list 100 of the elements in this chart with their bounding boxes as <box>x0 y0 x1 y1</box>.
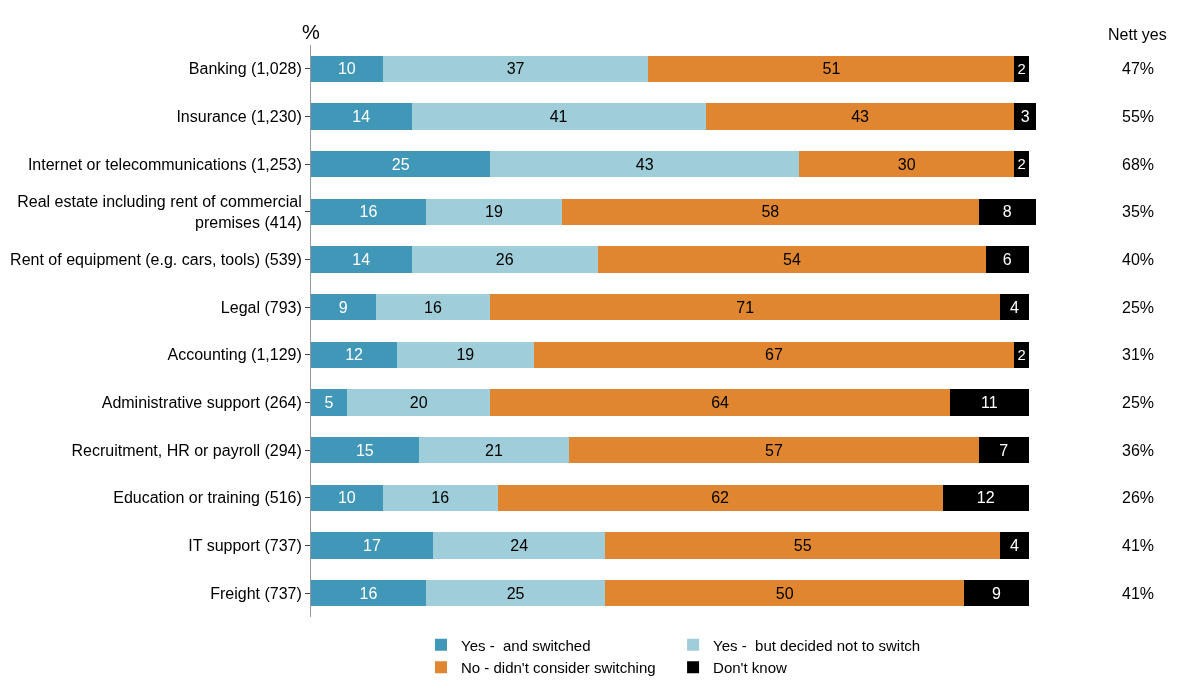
bar <box>1014 55 1029 82</box>
bar <box>397 341 534 368</box>
data-label: 43 <box>851 108 870 125</box>
y-tick-label: Education or training (516) <box>113 489 302 507</box>
data-label: 41 <box>549 108 568 125</box>
bar <box>382 55 649 82</box>
bar <box>978 198 1036 225</box>
text: 55% <box>1122 108 1155 125</box>
data-label: 11 <box>980 394 998 411</box>
data-label: 62 <box>711 489 730 507</box>
data-label: 14 <box>352 251 371 268</box>
data-label: 50 <box>775 584 794 602</box>
bar <box>605 532 1001 559</box>
data-label: 24 <box>510 537 529 554</box>
bar <box>311 151 491 178</box>
bar <box>311 580 426 607</box>
legend-label: No - didn't consider switching <box>461 659 656 677</box>
y-tick-label: Freight (737) <box>210 584 302 602</box>
data-label: 16 <box>359 203 378 221</box>
bar <box>311 389 347 416</box>
data-label: 8 <box>1002 203 1012 221</box>
bar <box>1014 341 1029 368</box>
bar <box>569 437 979 464</box>
bar <box>1014 103 1036 130</box>
data-label: 71 <box>736 298 755 316</box>
y-tick-label: Insurance (1,230) <box>176 108 302 126</box>
bar <box>311 198 426 225</box>
data-label: 16 <box>359 584 378 602</box>
data-label: 9 <box>992 584 1002 602</box>
bar <box>799 151 1015 178</box>
bar <box>382 484 498 511</box>
text: 68% <box>1122 156 1155 173</box>
bar <box>1014 151 1029 178</box>
data-label: 9 <box>338 298 348 316</box>
data-label: 10 <box>337 489 356 507</box>
text: 36% <box>1122 442 1155 459</box>
bar <box>311 532 434 559</box>
bar <box>964 580 1029 607</box>
data-label: 55 <box>793 537 812 554</box>
bar <box>425 198 563 225</box>
y-tick-label: Recruitment, HR or payroll (294) <box>71 441 302 459</box>
bar <box>985 246 1029 273</box>
x-axis-title: % <box>302 21 320 43</box>
bar <box>490 151 800 178</box>
data-label: 30 <box>897 155 916 173</box>
data-label: 7 <box>999 441 1009 459</box>
data-label: 3 <box>1020 108 1030 125</box>
bar <box>978 437 1029 464</box>
data-label: 16 <box>431 489 450 507</box>
text: 40% <box>1122 251 1155 268</box>
bar <box>648 55 1015 82</box>
text: 41% <box>1122 585 1155 602</box>
y-tick-label: IT support (737) <box>188 537 302 555</box>
data-label: 15 <box>355 441 374 459</box>
data-label: 26 <box>495 251 514 268</box>
data-label: 12 <box>345 346 364 364</box>
y-tick-label: Internet or telecommunications (1,253) <box>27 155 302 173</box>
y-tick-label: Rent of equipment (e.g. cars, tools) (539) <box>10 251 302 269</box>
bar <box>375 294 491 321</box>
y-tick-label: Administrative support (264) <box>101 394 302 412</box>
bar <box>346 389 491 416</box>
text: 31% <box>1122 346 1155 363</box>
bar <box>418 437 570 464</box>
legend-label: Yes - and switched <box>461 636 591 654</box>
data-label: 12 <box>976 489 995 507</box>
bar <box>411 246 599 273</box>
bar <box>311 246 412 273</box>
bar <box>425 580 606 607</box>
bar <box>311 484 383 511</box>
bar <box>411 103 706 130</box>
y-tick-label: Accounting (1,129) <box>167 346 302 364</box>
bar <box>598 246 986 273</box>
data-label: 14 <box>352 108 371 125</box>
bar <box>311 437 419 464</box>
bar <box>1000 532 1029 559</box>
bar <box>490 294 1001 321</box>
bar <box>497 484 943 511</box>
legend-label: Yes - but decided not to switch <box>713 636 921 654</box>
data-label: 19 <box>485 203 503 221</box>
bar <box>949 389 1029 416</box>
y-tick-label: Legal (793) <box>220 298 302 316</box>
data-label: 10 <box>337 60 356 78</box>
data-label: 17 <box>363 537 381 554</box>
data-label: 54 <box>782 251 801 268</box>
bar <box>311 55 383 82</box>
data-label: 19 <box>456 346 475 364</box>
text: 35% <box>1122 203 1155 220</box>
data-label: 57 <box>765 441 783 459</box>
bar <box>942 484 1029 511</box>
legend-label: Don't know <box>713 659 787 677</box>
text: Nett yes <box>1108 26 1167 43</box>
bar <box>311 294 376 321</box>
data-label: 6 <box>1002 251 1012 268</box>
bar <box>533 341 1015 368</box>
text: 26% <box>1122 489 1155 506</box>
bar <box>490 389 950 416</box>
text: 47% <box>1122 60 1155 77</box>
data-label: 64 <box>711 394 730 411</box>
data-label: 67 <box>765 346 783 364</box>
text: 25% <box>1122 394 1155 411</box>
